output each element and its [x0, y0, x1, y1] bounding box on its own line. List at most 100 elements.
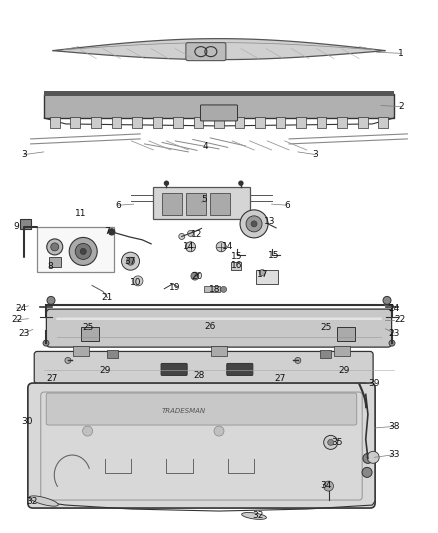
Circle shape — [362, 467, 372, 478]
Circle shape — [259, 270, 265, 276]
Text: 10: 10 — [130, 278, 141, 287]
Text: 35: 35 — [332, 438, 343, 447]
Circle shape — [51, 243, 59, 251]
FancyBboxPatch shape — [227, 364, 253, 375]
Circle shape — [214, 426, 224, 436]
Circle shape — [47, 296, 55, 304]
Text: 34: 34 — [321, 481, 332, 489]
Circle shape — [69, 237, 97, 265]
Bar — [211, 346, 227, 357]
Bar — [256, 270, 278, 285]
Bar — [162, 193, 182, 215]
Circle shape — [383, 296, 391, 304]
FancyBboxPatch shape — [186, 43, 226, 61]
Text: 20: 20 — [191, 272, 203, 280]
Circle shape — [164, 181, 169, 185]
Bar — [107, 350, 118, 358]
Bar — [378, 117, 388, 128]
Text: 28: 28 — [194, 372, 205, 380]
Text: 29: 29 — [99, 366, 111, 375]
Text: 5: 5 — [201, 196, 207, 204]
Text: 1: 1 — [398, 49, 404, 58]
FancyBboxPatch shape — [28, 383, 375, 508]
Text: 24: 24 — [15, 304, 27, 312]
Bar — [317, 117, 326, 128]
Circle shape — [324, 481, 333, 491]
Text: 26: 26 — [205, 322, 216, 330]
Bar — [337, 327, 355, 341]
Bar — [186, 193, 206, 215]
Circle shape — [83, 426, 92, 436]
FancyBboxPatch shape — [34, 351, 373, 383]
Text: 3: 3 — [312, 150, 318, 159]
Text: 8: 8 — [47, 262, 53, 271]
Circle shape — [179, 233, 185, 239]
Bar — [71, 117, 80, 128]
Circle shape — [251, 221, 257, 227]
Circle shape — [65, 358, 71, 364]
Bar — [20, 219, 31, 229]
Polygon shape — [53, 38, 385, 60]
Text: TRADESMAN: TRADESMAN — [162, 408, 206, 414]
Text: 22: 22 — [11, 316, 22, 324]
Bar — [50, 117, 60, 128]
Bar — [210, 193, 230, 215]
Text: 17: 17 — [257, 270, 268, 279]
Text: 23: 23 — [389, 329, 400, 337]
Circle shape — [121, 252, 140, 270]
Polygon shape — [44, 94, 394, 118]
Bar — [214, 117, 224, 128]
Text: 4: 4 — [203, 142, 208, 151]
Circle shape — [186, 242, 195, 252]
Text: 25: 25 — [321, 324, 332, 332]
Text: 15: 15 — [231, 253, 242, 261]
Bar — [37, 227, 114, 272]
Bar — [49, 257, 61, 267]
Circle shape — [75, 244, 91, 260]
Circle shape — [109, 229, 115, 235]
Text: 37: 37 — [125, 257, 136, 265]
Text: 19: 19 — [170, 284, 181, 292]
Bar — [231, 262, 240, 270]
Bar — [358, 117, 367, 128]
Bar — [194, 117, 203, 128]
Text: 7: 7 — [104, 228, 110, 236]
Bar — [173, 117, 183, 128]
Text: 16: 16 — [231, 261, 242, 270]
Text: 14: 14 — [222, 243, 233, 251]
Bar — [44, 91, 394, 96]
Text: 3: 3 — [21, 150, 27, 159]
Text: 29: 29 — [338, 366, 350, 375]
Text: 24: 24 — [389, 304, 400, 312]
Bar — [153, 187, 250, 219]
Circle shape — [187, 230, 194, 237]
Text: 14: 14 — [183, 243, 194, 251]
Text: 39: 39 — [369, 379, 380, 388]
Circle shape — [221, 286, 227, 293]
Bar — [132, 117, 141, 128]
Bar — [255, 117, 265, 128]
Circle shape — [43, 340, 49, 346]
Circle shape — [47, 239, 63, 255]
Ellipse shape — [29, 496, 58, 506]
Text: 6: 6 — [284, 201, 290, 209]
Circle shape — [80, 248, 86, 254]
Bar — [276, 117, 286, 128]
Circle shape — [239, 181, 243, 185]
Text: 12: 12 — [191, 230, 203, 239]
Text: 30: 30 — [21, 417, 33, 425]
Text: 2: 2 — [398, 102, 403, 111]
Text: 22: 22 — [394, 316, 406, 324]
Circle shape — [240, 210, 268, 238]
FancyBboxPatch shape — [46, 393, 357, 425]
Bar — [296, 117, 306, 128]
Text: 18: 18 — [209, 285, 220, 294]
Bar — [337, 117, 347, 128]
Circle shape — [133, 276, 143, 286]
FancyBboxPatch shape — [46, 309, 392, 347]
Bar — [320, 350, 331, 358]
Bar — [152, 117, 162, 128]
Text: 27: 27 — [46, 374, 57, 383]
Circle shape — [363, 454, 373, 463]
Text: 25: 25 — [82, 324, 93, 332]
